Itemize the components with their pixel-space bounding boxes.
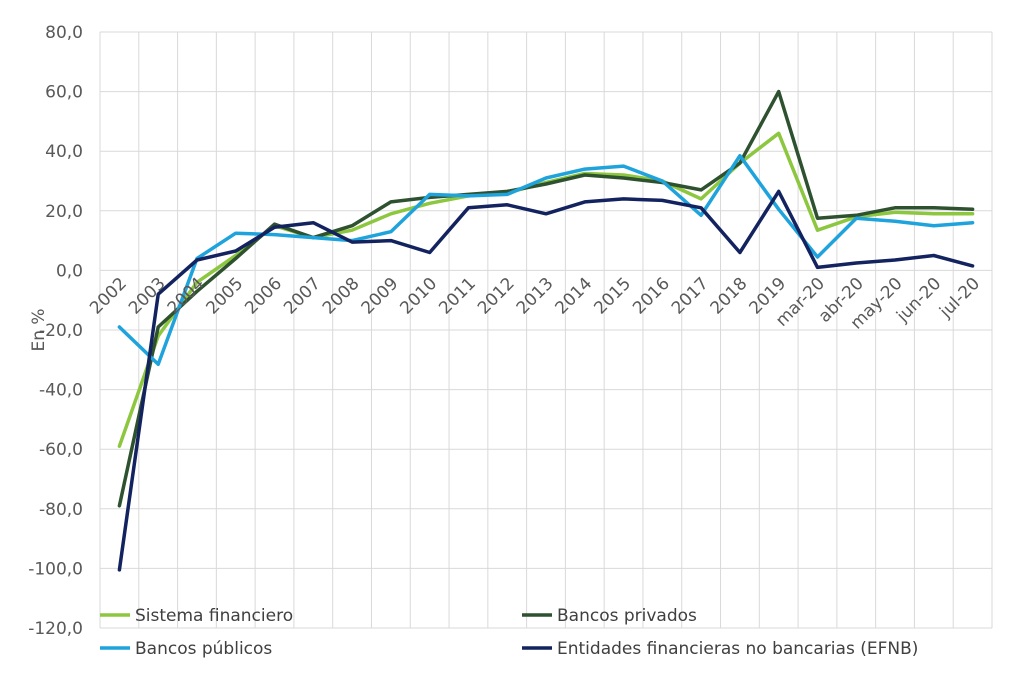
y-tick-label: -40,0 — [39, 381, 83, 401]
y-tick-label: -20,0 — [39, 321, 83, 341]
legend-label-2: Bancos privados — [557, 606, 697, 626]
y-tick-label: 60,0 — [45, 83, 83, 103]
y-tick-label: -80,0 — [39, 500, 83, 520]
y-tick-label: -120,0 — [28, 619, 83, 639]
y-tick-label: 40,0 — [45, 142, 83, 162]
legend-label-4: Entidades financieras no bancarias (EFNB… — [557, 639, 918, 659]
y-tick-label: 80,0 — [45, 23, 83, 43]
series-line-4 — [117, 189, 975, 572]
series-lines — [117, 89, 975, 572]
y-tick-label: 0,0 — [56, 261, 83, 281]
y-axis-ticks: 80,0 60,0 40,0 20,0 0,0 -20,0 -40,0 -60,0 -80,0 -… — [28, 23, 83, 639]
y-axis-title: En % — [29, 308, 49, 351]
gridlines — [99, 31, 993, 629]
legend-label-3: Bancos públicos — [135, 639, 272, 659]
legend: Sistema financiero Bancos privados Bancos … — [100, 606, 918, 659]
y-tick-label: 20,0 — [45, 202, 83, 222]
legend-label-1: Sistema financiero — [135, 606, 293, 626]
y-tick-label: -100,0 — [28, 559, 83, 579]
y-tick-label: -60,0 — [39, 440, 83, 460]
